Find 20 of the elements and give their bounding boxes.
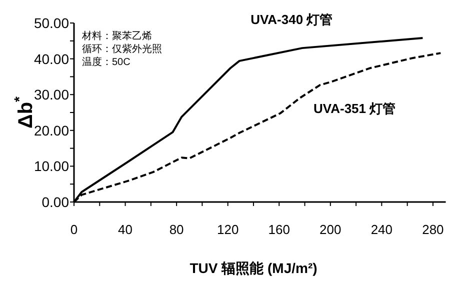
x-axis-title: TUV 辐照能 (MJ/m²)	[190, 260, 318, 276]
series-label: UVA-351 灯管	[314, 101, 396, 116]
x-tick-label: 0	[70, 222, 78, 237]
x-tick-label: 240	[370, 222, 393, 237]
y-tick-label: 30.00	[34, 86, 70, 103]
y-tick-label: 10.00	[34, 158, 70, 174]
series-label: UVA-340 灯管	[250, 12, 333, 28]
x-tick-label: 200	[320, 222, 342, 237]
annotation: 循环：仅紫外光照	[82, 43, 162, 55]
x-tick-label: 280	[422, 222, 444, 237]
x-tick-label: 40	[118, 222, 133, 237]
y-tick-label: 50.00	[34, 15, 70, 31]
y-tick-label: 20.00	[34, 122, 70, 138]
annotation: 温度：50C	[82, 56, 130, 68]
x-tick-label: 120	[216, 222, 239, 237]
x-tick-label: 80	[169, 222, 184, 237]
x-tick-label: 160	[268, 222, 290, 237]
y-tick-label: 0.00	[42, 194, 70, 210]
annotation: 材料：聚苯乙烯	[81, 30, 152, 42]
y-tick-label: 40.00	[34, 50, 70, 67]
